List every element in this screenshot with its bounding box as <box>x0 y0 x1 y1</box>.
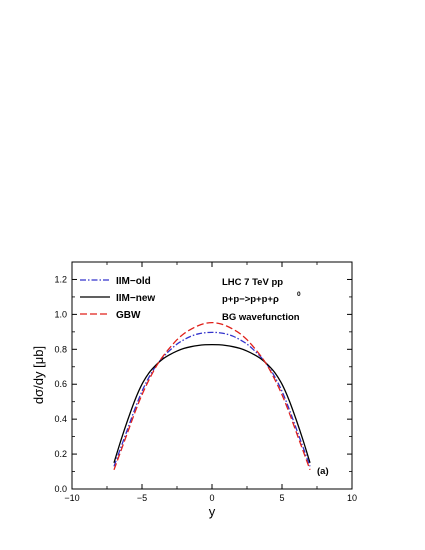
y-tick-label: 0.4 <box>54 414 67 424</box>
legend-label-iim-old: IIM−old <box>116 276 151 287</box>
x-tick-label: 5 <box>279 493 284 503</box>
legend-label-gbw: GBW <box>116 310 141 321</box>
annotation-energy: LHC 7 TeV pp <box>222 277 283 288</box>
legend-label-iim-new: IIM−new <box>116 293 155 304</box>
plot-area-border <box>71 261 353 490</box>
x-tick-label: −5 <box>137 493 147 503</box>
y-tick-label: 0.2 <box>54 449 67 459</box>
y-tick-label: 0.6 <box>54 379 67 389</box>
series-line-iim-old <box>113 331 311 467</box>
annotation-process: p+p−>p+p+ρ <box>222 294 279 305</box>
x-tick-label: 0 <box>209 493 214 503</box>
x-tick-label: −10 <box>64 493 79 503</box>
annotations: LHC 7 TeV pp p+p−>p+p+ρ 0 BG wavefunctio… <box>222 277 329 477</box>
y-axis: 0.0 0.2 0.4 0.6 0.8 1.0 1.2 <box>54 261 352 494</box>
annotation-panel-label: (a) <box>317 466 329 477</box>
plot-frame <box>71 261 353 490</box>
y-tick-label: 1.2 <box>54 274 67 284</box>
y-tick-label: 0.0 <box>54 484 67 494</box>
y-tick-label: 0.8 <box>54 344 67 354</box>
y-axis-title: dσ/dy [μb] <box>31 346 46 404</box>
x-axis: −10 −5 0 5 10 <box>64 262 357 503</box>
series-line-iim-new <box>113 343 311 464</box>
annotation-wavefunction: BG wavefunction <box>222 312 300 323</box>
legend: IIM−old IIM−new GBW <box>80 276 155 321</box>
y-tick-label: 1.0 <box>54 309 67 319</box>
series-layer <box>113 321 311 471</box>
annotation-rho-superscript: 0 <box>297 291 301 298</box>
x-tick-label: 10 <box>347 493 357 503</box>
series-line-gbw <box>113 321 311 471</box>
x-axis-title: y <box>209 504 216 519</box>
